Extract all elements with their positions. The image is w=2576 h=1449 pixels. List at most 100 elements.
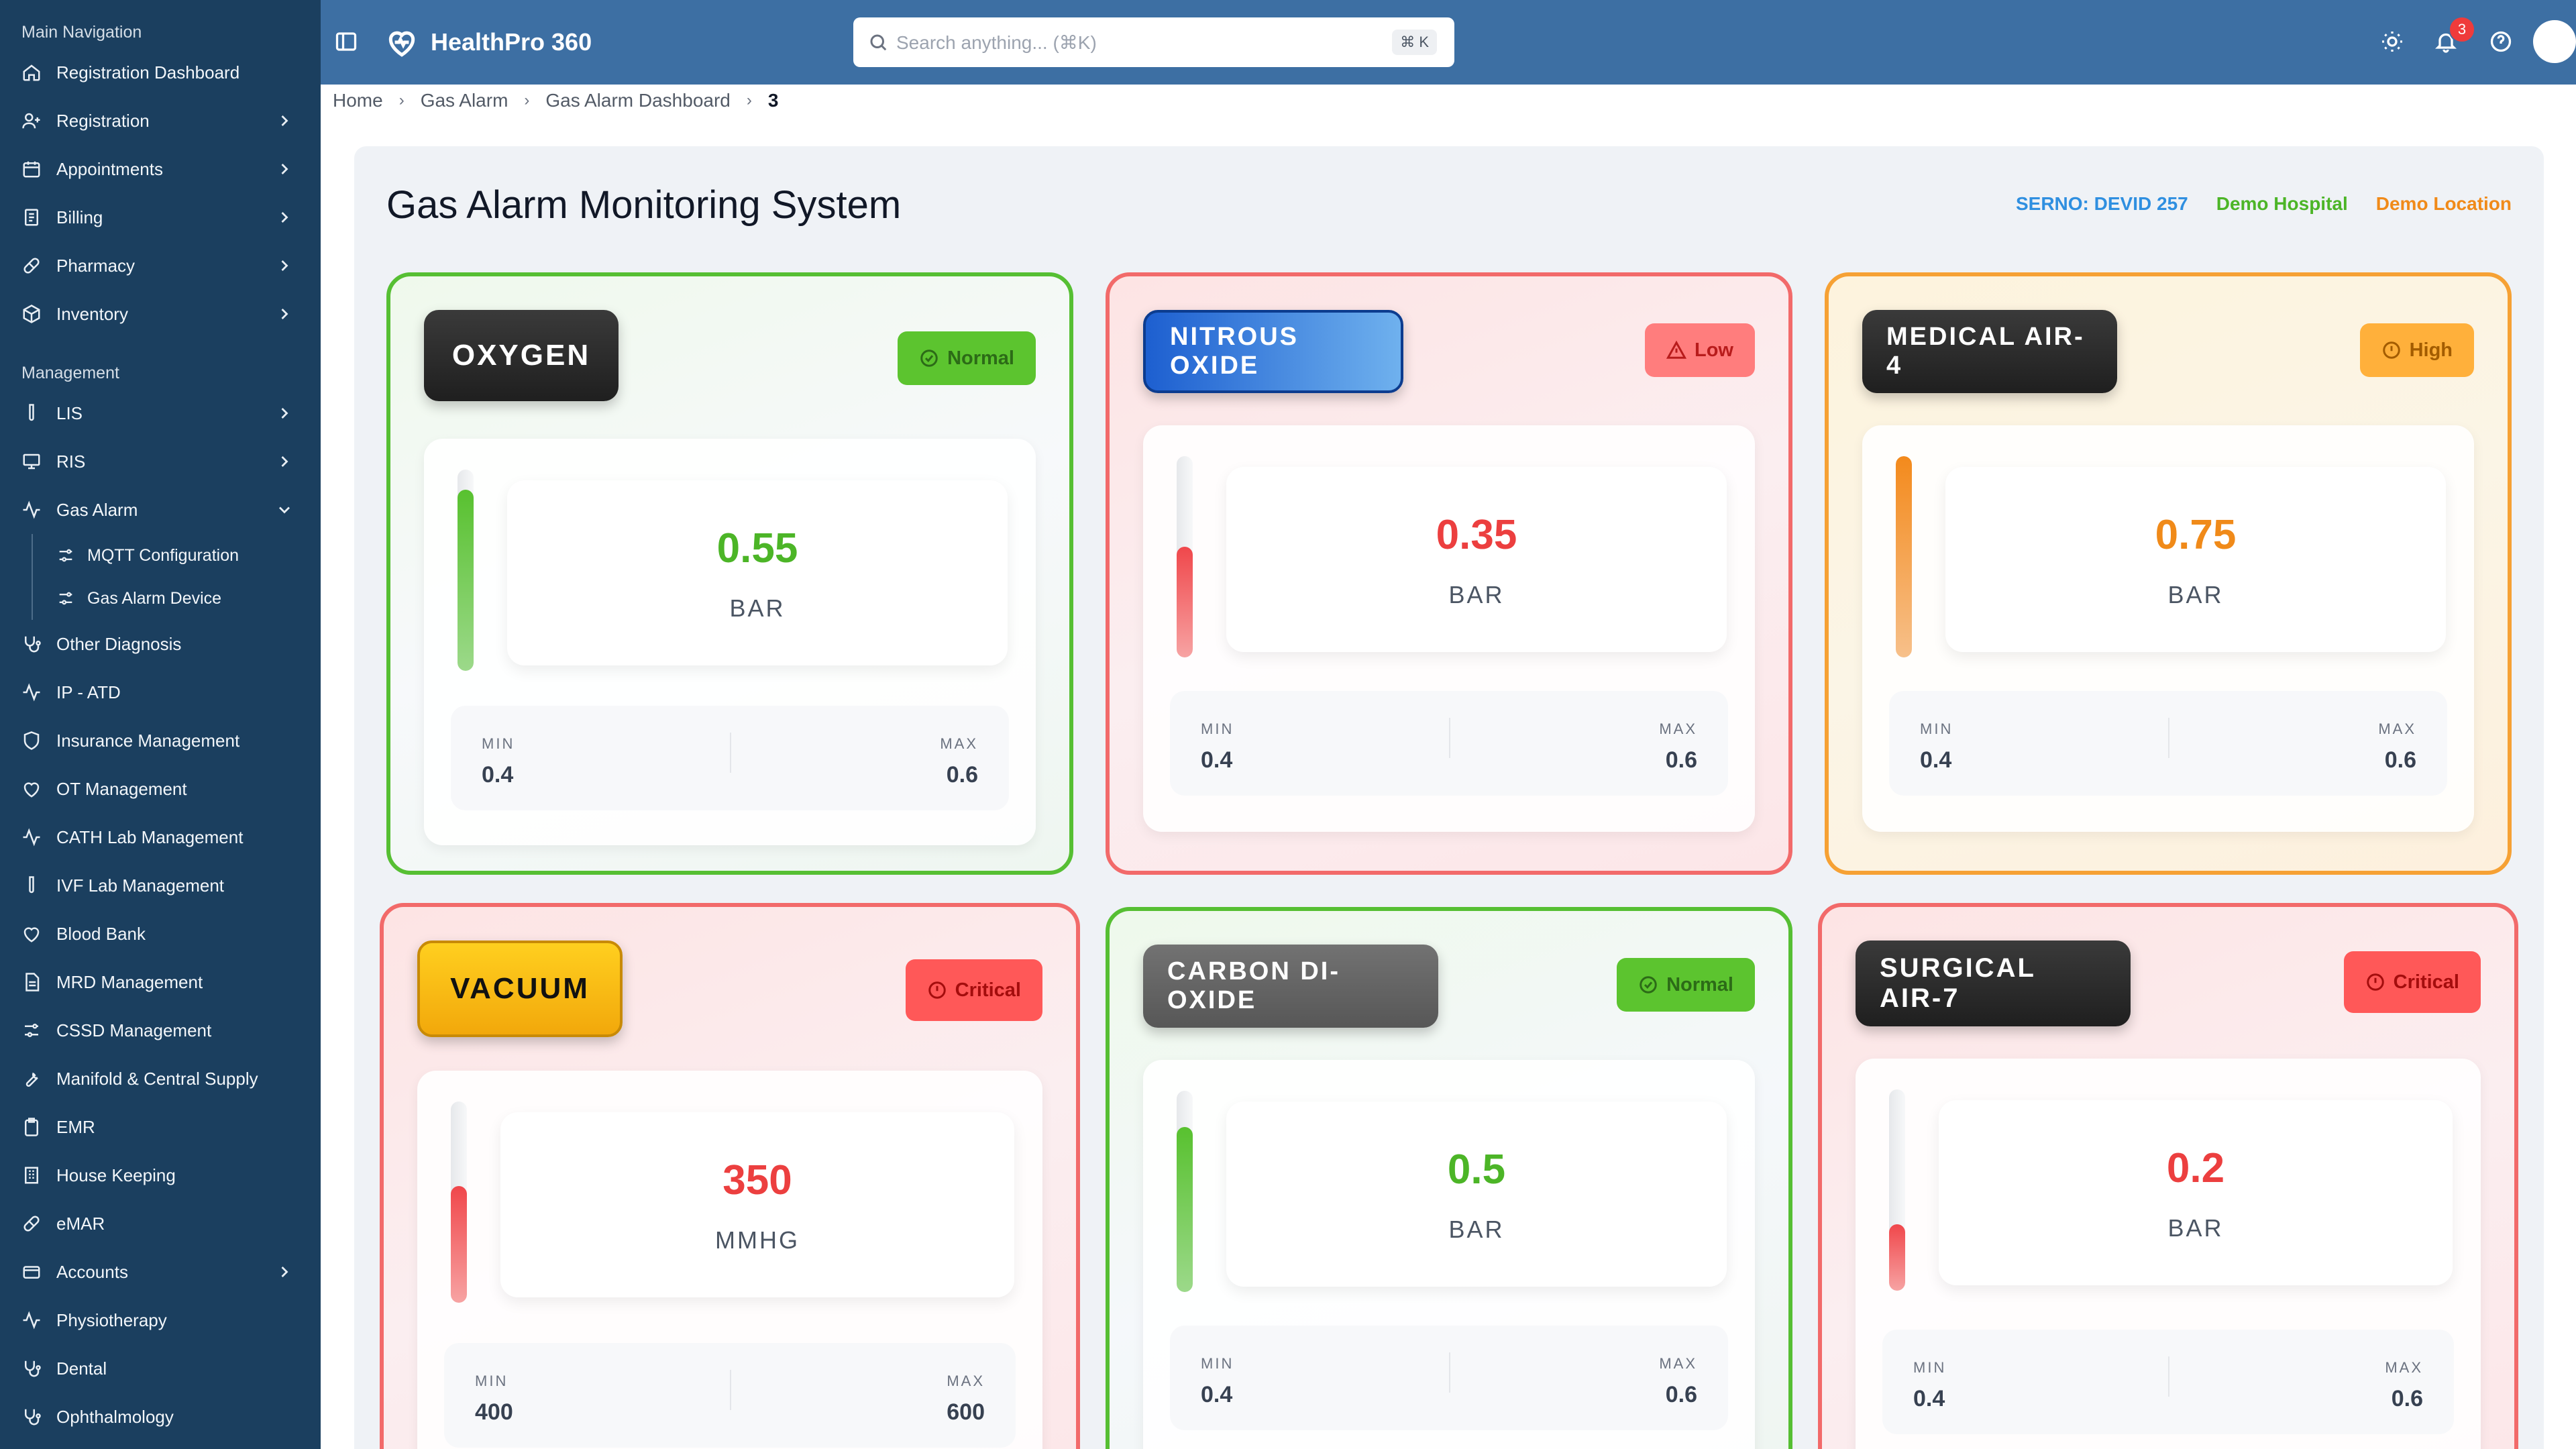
sidebar-item-ris[interactable]: RIS — [0, 437, 321, 486]
gas-card-oxygen[interactable]: OXYGEN Normal 0.55 BAR MIN 0.4 MAX 0.6 — [386, 272, 1073, 875]
sidebar-item-ip-atd[interactable]: IP - ATD — [0, 668, 321, 716]
min-label: MIN — [1201, 720, 1234, 737]
sidebar-item-billing[interactable]: Billing — [0, 193, 321, 241]
sidebar-subitem-gas-alarm-device[interactable]: Gas Alarm Device — [0, 577, 321, 620]
sidebar-item-blood-bank[interactable]: Blood Bank — [0, 910, 321, 958]
heart-pulse-icon — [388, 31, 415, 57]
level-gauge-fill — [1177, 547, 1193, 657]
section-management: Management — [21, 363, 119, 382]
wallet-icon — [21, 1262, 42, 1282]
sidebar-item-emr[interactable]: EMR — [0, 1103, 321, 1151]
reading-unit: BAR — [729, 594, 786, 622]
chevron-right-icon — [275, 305, 294, 323]
sidebar-item-label: Gas Alarm — [56, 499, 138, 520]
min-max-panel: MIN 0.4 MAX 0.6 — [1170, 691, 1728, 796]
search-input[interactable]: Search anything... (⌘K) ⌘ K — [853, 17, 1454, 67]
sidebar-item-cath-lab-management[interactable]: CATH Lab Management — [0, 813, 321, 861]
max-value: 0.6 — [1665, 1382, 1697, 1407]
gas-card-vacuum[interactable]: VACUUM Critical 350 MMHG MIN 400 MAX 600 — [380, 903, 1080, 1449]
sidebar-item-ophthalmology[interactable]: Ophthalmology — [0, 1393, 321, 1441]
gas-alarm-submenu: MQTT Configuration Gas Alarm Device — [0, 534, 321, 620]
gas-card-medical-air-4[interactable]: MEDICAL AIR-4 High 0.75 BAR MIN 0.4 MAX … — [1825, 272, 2512, 875]
chevron-down-icon — [275, 500, 294, 519]
sidebar-item-label: CSSD Management — [56, 1020, 212, 1040]
reading-value: 350 — [722, 1157, 792, 1203]
value-box: 0.5 BAR — [1226, 1102, 1727, 1287]
breadcrumb-home[interactable]: Home — [333, 90, 383, 111]
shield-icon — [21, 731, 42, 751]
calendar-icon — [21, 159, 42, 179]
sidebar-toggle-icon[interactable] — [334, 30, 358, 54]
chevron-right-icon: › — [524, 91, 530, 109]
sidebar-item-appointments[interactable]: Appointments — [0, 145, 321, 193]
status-badge: Normal — [898, 331, 1036, 385]
settings-sliders-icon — [56, 546, 75, 565]
avatar[interactable] — [2533, 20, 2576, 63]
sidebar-item-accounts[interactable]: Accounts — [0, 1248, 321, 1296]
min-label: MIN — [1201, 1355, 1234, 1372]
breadcrumb-gas-alarm[interactable]: Gas Alarm — [420, 90, 508, 111]
sidebar-item-gas-alarm[interactable]: Gas Alarm — [0, 486, 321, 534]
chevron-right-icon — [275, 1263, 294, 1281]
home-icon — [21, 62, 42, 83]
sidebar-item-label: Dental — [56, 1358, 107, 1379]
reading-value: 0.35 — [1436, 512, 1517, 558]
breadcrumb: Home › Gas Alarm › Gas Alarm Dashboard ›… — [333, 87, 778, 114]
reading-unit: MMHG — [715, 1226, 800, 1254]
chevron-right-icon — [275, 208, 294, 227]
sidebar-subitem-mqtt-configuration[interactable]: MQTT Configuration — [0, 534, 321, 577]
sidebar-item-manifold-central-supply[interactable]: Manifold & Central Supply — [0, 1055, 321, 1103]
sidebar-subitem-label: MQTT Configuration — [87, 545, 239, 565]
breadcrumb-gas-alarm-dashboard[interactable]: Gas Alarm Dashboard — [545, 90, 731, 111]
gas-card-nitrous-oxide[interactable]: NITROUS OXIDE Low 0.35 BAR MIN 0.4 MAX 0… — [1106, 272, 1792, 875]
heart-icon — [21, 779, 42, 799]
sidebar-item-inventory[interactable]: Inventory — [0, 290, 321, 338]
divider — [730, 733, 731, 773]
gas-name-label: NITROUS OXIDE — [1143, 310, 1403, 393]
sidebar-subitem-label: Gas Alarm Device — [87, 588, 222, 608]
status-label: Critical — [955, 979, 1021, 1001]
search-placeholder: Search anything... (⌘K) — [896, 32, 1097, 53]
alert-circle-icon — [2366, 973, 2384, 991]
sidebar-item-label: Pharmacy — [56, 255, 136, 276]
sidebar-item-dental[interactable]: Dental — [0, 1344, 321, 1393]
value-box: 0.75 BAR — [1945, 467, 2446, 652]
sidebar-item-label: Inventory — [56, 303, 128, 324]
sidebar-item-registration[interactable]: Registration — [0, 97, 321, 145]
theme-toggle-icon[interactable] — [2380, 30, 2404, 54]
sidebar-item-insurance-management[interactable]: Insurance Management — [0, 716, 321, 765]
sidebar-item-emar[interactable]: eMAR — [0, 1199, 321, 1248]
sidebar-item-house-keeping[interactable]: House Keeping — [0, 1151, 321, 1199]
sidebar-item-ivf-lab-management[interactable]: IVF Lab Management — [0, 861, 321, 910]
user-plus-icon — [21, 111, 42, 131]
sidebar-item-label: CATH Lab Management — [56, 826, 244, 847]
app-brand[interactable]: HealthPro 360 — [385, 25, 592, 59]
max-value: 0.6 — [1665, 747, 1697, 773]
gas-card-surgical-air-7[interactable]: SURGICAL AIR-7 Critical 0.2 BAR MIN 0.4 … — [1818, 903, 2518, 1449]
sidebar-item-registration-dashboard[interactable]: Registration Dashboard — [0, 48, 321, 97]
gas-card-carbon-di-oxide[interactable]: CARBON DI-OXIDE Normal 0.5 BAR MIN 0.4 M… — [1106, 907, 1792, 1449]
sidebar-item-physiotherapy[interactable]: Physiotherapy — [0, 1296, 321, 1344]
reading-unit: BAR — [2167, 1214, 2224, 1242]
reading-panel: 0.2 BAR MIN 0.4 MAX 0.6 — [1856, 1059, 2481, 1449]
sidebar-item-pharmacy[interactable]: Pharmacy — [0, 241, 321, 290]
sidebar-item-lis[interactable]: LIS — [0, 389, 321, 437]
sidebar-item-mrd-management[interactable]: MRD Management — [0, 958, 321, 1006]
hospital-name: Demo Hospital — [2216, 193, 2348, 214]
sidebar-item-label: House Keeping — [56, 1165, 176, 1185]
sidebar-item-cssd-management[interactable]: CSSD Management — [0, 1006, 321, 1055]
max-value: 0.6 — [2384, 747, 2416, 773]
sidebar-item-other-diagnosis[interactable]: Other Diagnosis — [0, 620, 321, 668]
sidebar-item-label: Billing — [56, 207, 103, 227]
sidebar-item-label: Other Diagnosis — [56, 633, 182, 654]
min-value: 0.4 — [1913, 1386, 1945, 1411]
bell-icon[interactable] — [2434, 30, 2458, 54]
level-gauge — [458, 470, 474, 671]
help-icon[interactable] — [2489, 30, 2513, 54]
sidebar-item-label: Physiotherapy — [56, 1309, 167, 1330]
min-value: 0.4 — [482, 762, 514, 788]
stethoscope-icon — [21, 1407, 42, 1427]
reading-value: 0.75 — [2155, 512, 2237, 558]
min-label: MIN — [1920, 720, 1953, 737]
sidebar-item-ot-management[interactable]: OT Management — [0, 765, 321, 813]
